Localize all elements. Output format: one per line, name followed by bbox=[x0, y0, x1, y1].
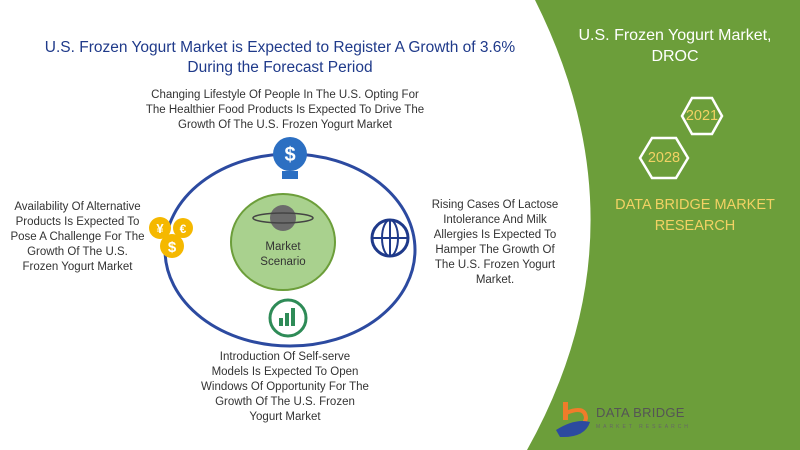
year-2021: 2021 bbox=[685, 108, 719, 124]
hexagon-2028 bbox=[638, 136, 690, 180]
brand-text: DATA BRIDGE MARKET RESEARCH bbox=[615, 197, 775, 234]
logo-name: DATA BRIDGE bbox=[596, 405, 685, 420]
panel-heading: U.S. Frozen Yogurt Market, DROC bbox=[578, 27, 772, 65]
center-label-line1: Market bbox=[265, 241, 301, 253]
svg-text:€: € bbox=[180, 222, 187, 236]
planet-icon bbox=[252, 205, 314, 231]
driver-right-text: Rising Cases Of Lactose Intolerance And … bbox=[431, 199, 559, 286]
driver-top-text: Changing Lifestyle Of People In The U.S.… bbox=[145, 89, 425, 131]
page-title: U.S. Frozen Yogurt Market is Expected to… bbox=[44, 39, 516, 76]
currency-coins-icon: ¥ € $ bbox=[149, 217, 193, 258]
growth-chart-icon bbox=[268, 298, 308, 338]
svg-text:$: $ bbox=[284, 144, 295, 166]
driver-left-text: Availability Of Alternative Products Is … bbox=[10, 201, 145, 273]
center-circle bbox=[230, 193, 336, 291]
data-bridge-logo-icon bbox=[556, 402, 590, 438]
center-label: Market Scenario bbox=[243, 240, 323, 270]
green-panel bbox=[527, 0, 800, 450]
year-2028: 2028 bbox=[647, 150, 681, 166]
svg-text:$: $ bbox=[168, 239, 177, 256]
hexagon-2021 bbox=[680, 96, 724, 136]
lightbulb-dollar-icon: $ bbox=[273, 137, 307, 179]
center-label-line2: Scenario bbox=[260, 256, 306, 268]
globe-hand-icon bbox=[370, 218, 410, 258]
logo-tagline: MARKET RESEARCH bbox=[596, 424, 691, 430]
svg-text:¥: ¥ bbox=[156, 221, 164, 236]
driver-bottom-text: Introduction Of Self-serve Models Is Exp… bbox=[201, 351, 369, 423]
